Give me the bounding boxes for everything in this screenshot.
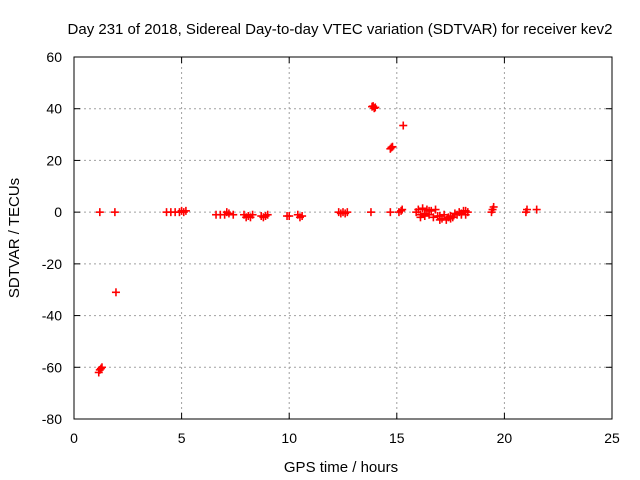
data-point (229, 210, 238, 219)
data-point (386, 208, 395, 217)
data-point (343, 208, 352, 217)
data-point (416, 213, 425, 222)
y-axis-label: SDTVAR / TECUs (6, 178, 23, 298)
data-point (457, 210, 466, 219)
data-point (111, 288, 120, 297)
y-tick-label: -20 (42, 256, 62, 272)
ticks: 0 5 10 15 20 25 -80 -60 -40 -20 0 20 40 60 (42, 49, 620, 446)
y-tick-label: -80 (42, 411, 62, 427)
data-point (425, 206, 434, 215)
data-points (94, 102, 541, 377)
x-tick-label: 20 (497, 430, 513, 446)
data-point (96, 364, 105, 373)
data-point (399, 121, 408, 130)
axes (73, 56, 613, 420)
data-point (440, 210, 449, 219)
x-tick-label: 25 (604, 430, 620, 446)
x-tick-label: 15 (389, 430, 405, 446)
data-point (366, 208, 375, 217)
data-point (263, 210, 272, 219)
data-point (181, 206, 190, 215)
x-tick-label: 10 (281, 430, 297, 446)
y-tick-label: -60 (42, 359, 62, 375)
data-point (420, 209, 429, 218)
x-tick-label: 0 (70, 430, 78, 446)
data-point (418, 204, 427, 213)
data-point (488, 205, 497, 214)
plot-frame (73, 56, 613, 420)
data-point (522, 205, 531, 214)
chart-title: Day 231 of 2018, Sidereal Day-to-day VTE… (68, 21, 613, 38)
data-point (532, 205, 541, 214)
data-point (397, 206, 406, 215)
data-point (429, 213, 438, 222)
data-point (431, 205, 440, 214)
x-axis-label: GPS time / hours (284, 459, 398, 476)
x-tick-label: 5 (178, 430, 186, 446)
data-point (248, 210, 257, 219)
data-point (95, 208, 104, 217)
data-point (414, 205, 423, 214)
y-tick-label: 60 (46, 49, 62, 65)
data-point (446, 214, 455, 223)
data-point (110, 208, 119, 217)
data-point (388, 142, 397, 151)
y-tick-label: 0 (54, 204, 62, 220)
data-point (461, 206, 470, 215)
data-point (370, 104, 379, 113)
data-point (398, 205, 407, 214)
data-point (285, 212, 294, 221)
data-point (224, 209, 233, 218)
y-tick-label: -40 (42, 308, 62, 324)
data-point (435, 215, 444, 224)
grid (74, 57, 612, 419)
data-point (97, 363, 106, 372)
y-tick-label: 40 (46, 101, 62, 117)
data-point (298, 212, 307, 221)
y-tick-label: 20 (46, 152, 62, 168)
